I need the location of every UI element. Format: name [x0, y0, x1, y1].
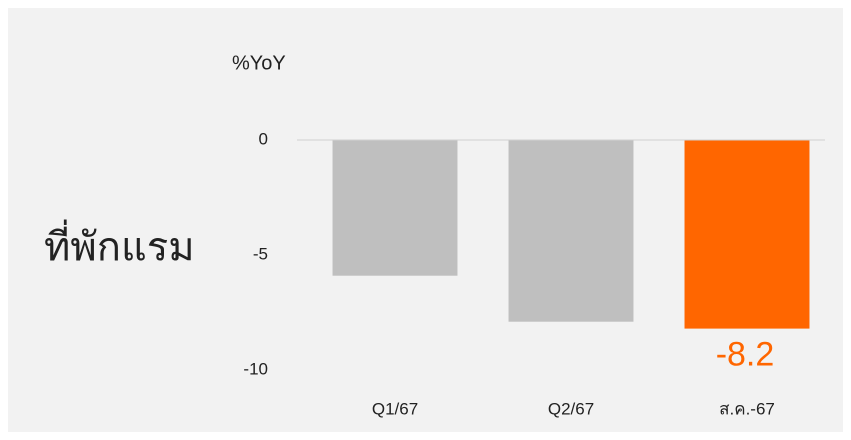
- data-label: -8.2: [716, 336, 775, 374]
- x-tick-label: ส.ค.-67: [719, 399, 775, 418]
- bar: [684, 140, 810, 329]
- chart-title: ที่พักแรม: [44, 220, 195, 270]
- y-axis-label: %YoY: [232, 52, 286, 74]
- y-tick-label: -5: [253, 244, 268, 263]
- bar: [332, 140, 458, 276]
- x-tick-label: Q1/67: [372, 399, 418, 418]
- x-tick-label: Q2/67: [548, 399, 594, 418]
- y-tick-label: 0: [259, 129, 268, 148]
- bar: [508, 140, 634, 322]
- y-tick-label: -10: [243, 359, 268, 378]
